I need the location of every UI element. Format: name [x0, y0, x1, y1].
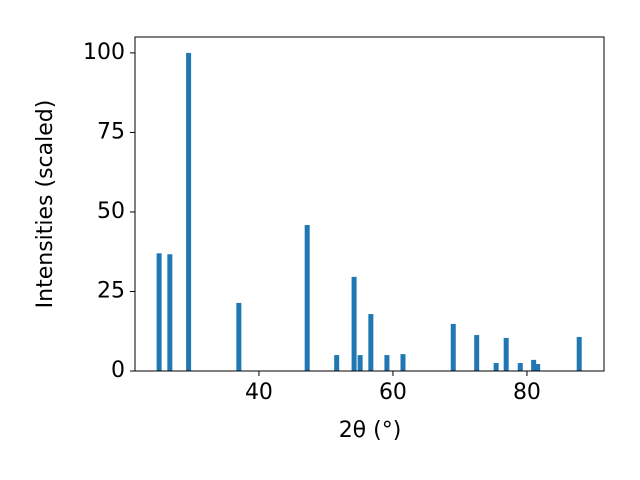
bar: [368, 314, 374, 371]
y-tick-label: 75: [97, 119, 125, 144]
bar: [156, 253, 162, 371]
bar: [304, 224, 310, 371]
plot-frame: [134, 36, 605, 372]
bar: [400, 354, 406, 371]
x-tick-label: 60: [379, 380, 407, 405]
x-tick-label: 40: [245, 380, 273, 405]
y-axis-label: Intensities (scaled): [33, 100, 58, 309]
bar: [535, 364, 541, 371]
bar: [186, 52, 192, 372]
bar: [531, 359, 537, 371]
bar: [576, 336, 582, 371]
bar: [351, 276, 357, 371]
bar: [450, 323, 456, 371]
bar: [236, 302, 242, 371]
y-tick-label: 25: [97, 278, 125, 303]
bar: [357, 355, 363, 371]
bar: [517, 363, 523, 371]
bar: [493, 363, 499, 371]
y-tick-label: 50: [97, 199, 125, 224]
bar: [334, 355, 340, 371]
bar: [167, 254, 173, 371]
y-tick-label: 100: [83, 40, 125, 65]
bar: [503, 337, 509, 371]
x-tick-label: 80: [513, 380, 541, 405]
y-tick-label: 0: [111, 358, 125, 383]
bar: [384, 355, 390, 371]
x-axis-label: 2θ (°): [339, 418, 402, 443]
bar: [474, 335, 480, 371]
